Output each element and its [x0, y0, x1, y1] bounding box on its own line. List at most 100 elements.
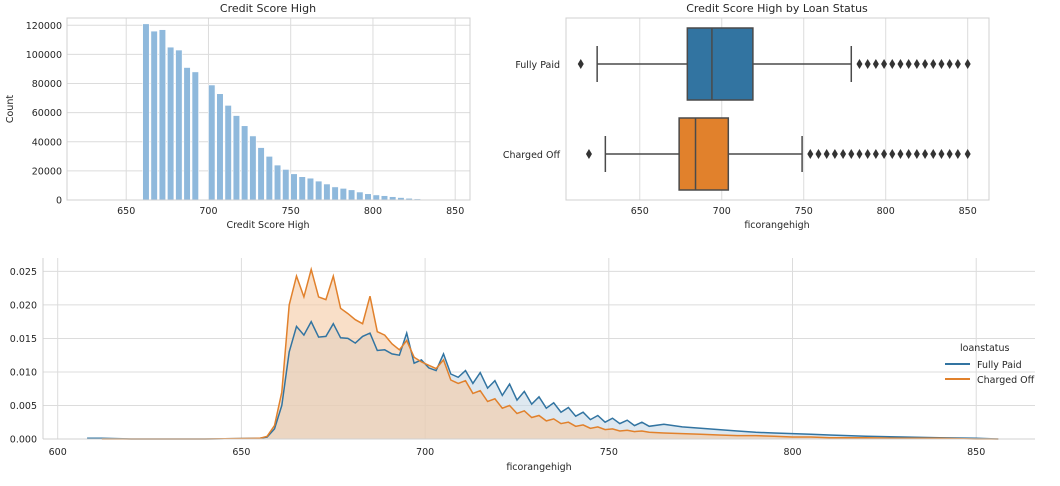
density-y-tick-label: 0.020 [10, 300, 37, 311]
boxplot-category-label-fully-paid: Fully Paid [515, 60, 560, 71]
box-outlier [930, 59, 936, 69]
box-outlier [930, 149, 936, 159]
boxplot-x-tick-label: 850 [959, 206, 977, 217]
box-outlier [955, 59, 961, 69]
box-outlier [906, 59, 912, 69]
density-x-axis-label: ficorangehigh [506, 462, 571, 473]
histogram-bar [250, 136, 257, 200]
histogram-bar [299, 177, 306, 200]
box-outlier [586, 149, 592, 159]
histogram-bar [389, 197, 396, 200]
box-outlier [938, 59, 944, 69]
histogram-bar [340, 188, 347, 200]
density-x-tick-label: 800 [783, 447, 801, 458]
density-y-tick-label: 0.015 [10, 334, 37, 345]
density-x-tick-label: 650 [232, 447, 250, 458]
box-outlier [914, 59, 920, 69]
density-x-tick-label: 850 [967, 447, 985, 458]
boxplot-x-tick-label: 750 [795, 206, 813, 217]
box-outlier [906, 149, 912, 159]
box-outlier [914, 149, 920, 159]
histogram-bar [151, 31, 158, 200]
histogram-x-tick-label: 700 [199, 206, 217, 217]
box-outlier [897, 59, 903, 69]
box-outlier [889, 59, 895, 69]
box-body [687, 28, 753, 100]
box-outlier [965, 59, 971, 69]
histogram-bar [167, 47, 174, 200]
histogram-x-tick-label: 750 [282, 206, 300, 217]
histogram-x-tick-label: 850 [446, 206, 464, 217]
box-charged-off [586, 118, 971, 190]
histogram-bar [159, 30, 166, 200]
histogram-bar [217, 94, 224, 200]
legend-label-charged-off: Charged Off [977, 375, 1035, 386]
histogram-bar [208, 85, 215, 200]
boxplot-x-tick-label: 650 [631, 206, 649, 217]
box-body [679, 118, 728, 190]
histogram-x-tick-label: 650 [117, 206, 135, 217]
boxplot-x-tick-label: 700 [713, 206, 731, 217]
histogram-x-axis-label: Credit Score High [226, 220, 309, 231]
histogram-bar [274, 165, 281, 200]
boxplot-x-tick-label: 800 [877, 206, 895, 217]
box-outlier [965, 149, 971, 159]
histogram-y-axis-label: Count [5, 95, 16, 123]
density-x-tick-label: 700 [416, 447, 434, 458]
histogram-y-tick-label: 60000 [32, 108, 62, 119]
box-outlier [873, 149, 879, 159]
histogram-bar [291, 174, 298, 200]
histogram-y-tick-label: 40000 [32, 137, 62, 148]
histogram-y-tick-label: 20000 [32, 166, 62, 177]
box-outlier [947, 149, 953, 159]
box-outlier [889, 149, 895, 159]
histogram-bar [233, 116, 240, 200]
histogram-bar [282, 169, 289, 200]
histogram-x-tick-label: 800 [364, 206, 382, 217]
histogram-bar [381, 196, 388, 200]
histogram-bar [176, 50, 183, 200]
box-outlier [856, 59, 862, 69]
histogram-bar [225, 105, 232, 200]
box-outlier [897, 149, 903, 159]
density-x-tick-label: 750 [600, 447, 618, 458]
histogram-y-tick-label: 120000 [26, 21, 62, 32]
box-outlier [955, 149, 961, 159]
density-y-tick-label: 0.000 [10, 435, 37, 446]
histogram-bar [324, 184, 331, 200]
histogram-bar [365, 194, 372, 200]
histogram-bar [307, 178, 314, 200]
box-outlier [824, 149, 830, 159]
boxplot-panel: Credit Score High by Loan Status 650 700 7… [503, 2, 989, 231]
box-outlier [807, 149, 813, 159]
box-fully-paid [578, 28, 971, 100]
density-x-tick-label: 600 [49, 447, 67, 458]
density-y-tick-label: 0.010 [10, 367, 37, 378]
histogram-bar [357, 192, 364, 200]
box-outlier [815, 149, 821, 159]
legend-label-fully-paid: Fully Paid [977, 360, 1022, 371]
histogram-y-tick-label: 0 [56, 196, 62, 207]
box-outlier [873, 59, 879, 69]
box-outlier [938, 149, 944, 159]
boxplot-x-axis-label: ficorangehigh [744, 220, 809, 231]
box-outlier [865, 149, 871, 159]
boxplot-title: Credit Score High by Loan Status [686, 2, 868, 15]
box-outlier [947, 59, 953, 69]
box-outlier [865, 59, 871, 69]
histogram-bar [266, 156, 273, 200]
histogram-bar [348, 190, 355, 200]
density-panel: 600 650 700 750 800 850 0.000 0.005 0.010 0.015 0.… [10, 258, 1035, 473]
histogram-bar [258, 148, 265, 200]
box-outlier [578, 59, 584, 69]
density-y-tick-label: 0.005 [10, 401, 37, 412]
histogram-bar [241, 126, 248, 200]
box-outlier [922, 149, 928, 159]
box-outlier [840, 149, 846, 159]
density-legend: loanstatus Fully Paid Charged Off [945, 343, 1035, 386]
histogram-bar [373, 195, 380, 200]
histogram-bar [315, 181, 322, 200]
box-outlier [922, 59, 928, 69]
histogram-y-tick-label: 100000 [26, 50, 62, 61]
